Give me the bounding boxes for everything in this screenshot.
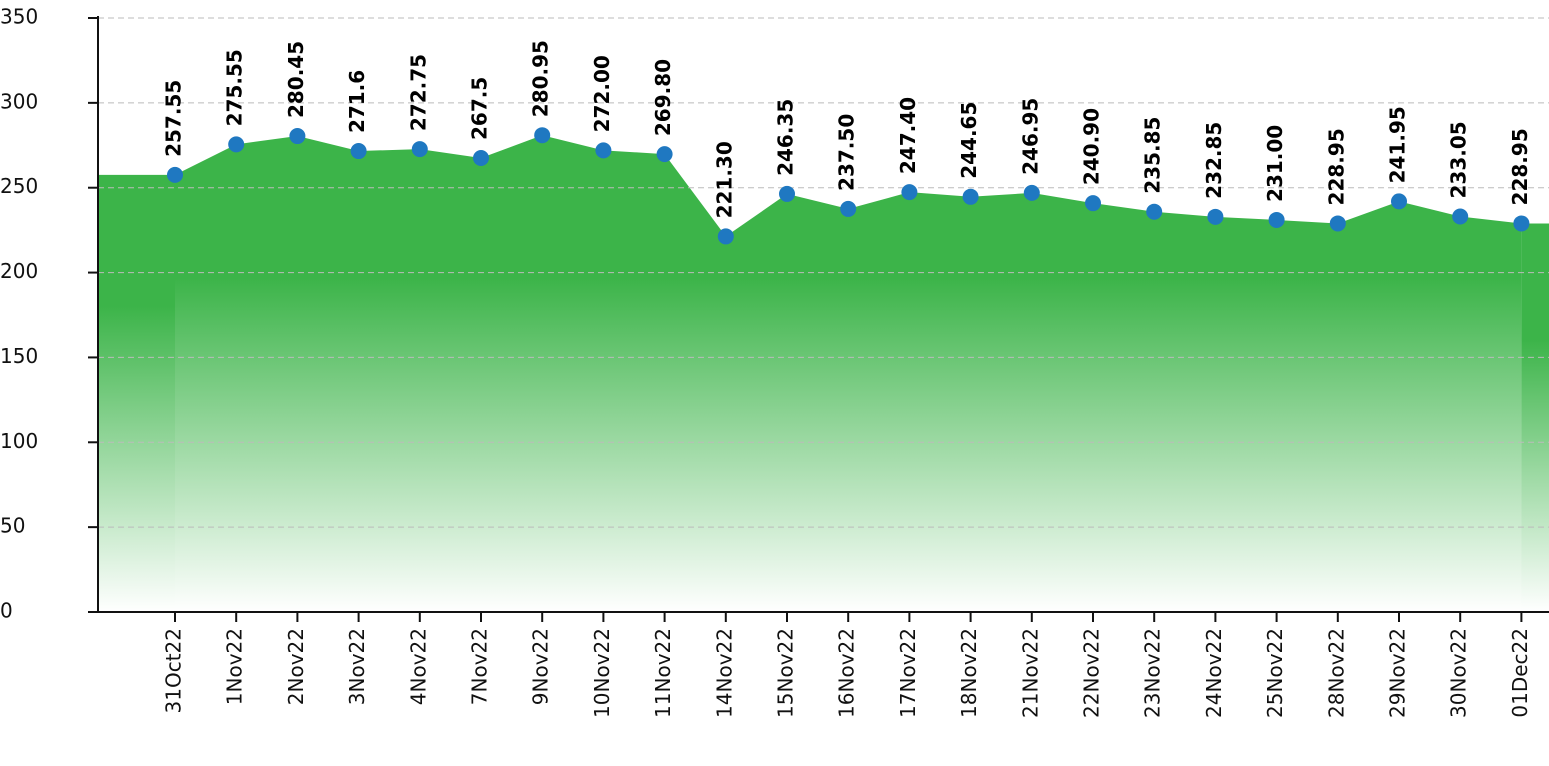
x-tick-label: 28Nov22 bbox=[1324, 628, 1348, 718]
y-tick-label: 200 bbox=[0, 259, 38, 283]
area-edge bbox=[1521, 223, 1549, 612]
x-tick-label: 31Oct22 bbox=[162, 628, 186, 713]
point bbox=[962, 188, 979, 205]
value-label: 244.65 bbox=[957, 102, 981, 179]
value-label: 267.5 bbox=[468, 77, 492, 140]
point bbox=[779, 185, 795, 202]
x-tick-label: 9Nov22 bbox=[529, 628, 553, 705]
x-tick-label: 10Nov22 bbox=[590, 628, 614, 718]
x-tick-label: 7Nov22 bbox=[468, 628, 492, 705]
x-tick-label: 17Nov22 bbox=[896, 628, 920, 718]
value-label: 232.85 bbox=[1202, 122, 1226, 199]
y-tick-label: 250 bbox=[0, 174, 38, 198]
point bbox=[1513, 215, 1530, 232]
value-label: 280.95 bbox=[529, 40, 553, 117]
area bbox=[175, 135, 1522, 612]
point bbox=[901, 184, 918, 201]
point bbox=[1023, 184, 1040, 201]
x-tick-label: 25Nov22 bbox=[1263, 628, 1287, 718]
value-label: 246.35 bbox=[774, 99, 798, 176]
point bbox=[534, 127, 551, 144]
x-tick-label: 4Nov22 bbox=[406, 628, 430, 705]
point bbox=[1146, 203, 1163, 220]
value-label: 272.75 bbox=[406, 54, 430, 131]
value-label: 240.90 bbox=[1080, 108, 1104, 185]
value-label: 221.30 bbox=[712, 141, 736, 218]
value-label: 228.95 bbox=[1324, 128, 1348, 205]
y-tick-label: 50 bbox=[0, 514, 25, 538]
x-tick-label: 14Nov22 bbox=[712, 628, 736, 718]
y-tick-label: 0 bbox=[0, 599, 13, 623]
y-tick-label: 350 bbox=[0, 5, 38, 29]
point bbox=[1452, 208, 1469, 225]
x-tick-label: 30Nov22 bbox=[1447, 628, 1471, 718]
point bbox=[1329, 215, 1346, 232]
y-tick-label: 300 bbox=[0, 89, 38, 113]
point bbox=[350, 143, 367, 160]
x-tick-label: 01Dec22 bbox=[1508, 628, 1532, 718]
x-tick-label: 16Nov22 bbox=[835, 628, 859, 718]
x-tick-label: 3Nov22 bbox=[345, 628, 369, 705]
y-tick-label: 100 bbox=[0, 429, 38, 453]
x-tick-label: 23Nov22 bbox=[1141, 628, 1165, 718]
value-label: 272.00 bbox=[590, 55, 614, 132]
x-tick-label: 18Nov22 bbox=[957, 628, 981, 718]
x-tick-label: 21Nov22 bbox=[1018, 628, 1042, 718]
value-label: 237.50 bbox=[835, 114, 859, 191]
x-tick-label: 24Nov22 bbox=[1202, 628, 1226, 718]
point bbox=[167, 166, 183, 183]
value-label: 231.00 bbox=[1263, 125, 1287, 202]
point bbox=[473, 150, 489, 167]
y-tick-label: 150 bbox=[0, 344, 38, 368]
point bbox=[1085, 195, 1101, 212]
point bbox=[411, 141, 428, 158]
point bbox=[228, 136, 245, 153]
point bbox=[840, 200, 857, 217]
point bbox=[1391, 193, 1407, 210]
value-label: 271.6 bbox=[345, 70, 369, 133]
value-label: 246.95 bbox=[1018, 98, 1042, 175]
value-label: 269.80 bbox=[651, 59, 675, 136]
point bbox=[289, 128, 306, 145]
value-label: 280.45 bbox=[284, 41, 308, 118]
x-tick-label: 22Nov22 bbox=[1080, 628, 1104, 718]
value-label: 233.05 bbox=[1447, 121, 1471, 198]
point bbox=[717, 228, 734, 245]
x-tick-label: 15Nov22 bbox=[774, 628, 798, 718]
value-label: 275.55 bbox=[223, 49, 247, 126]
x-tick-label: 2Nov22 bbox=[284, 628, 308, 705]
value-label: 257.55 bbox=[162, 80, 186, 157]
point bbox=[1268, 211, 1285, 228]
x-tick-label: 29Nov22 bbox=[1386, 628, 1410, 718]
point bbox=[1207, 208, 1224, 225]
point bbox=[595, 142, 612, 159]
point bbox=[656, 146, 673, 163]
value-label: 228.95 bbox=[1508, 128, 1532, 205]
x-tick-label: 11Nov22 bbox=[651, 628, 675, 718]
value-label: 241.95 bbox=[1386, 106, 1410, 183]
value-label: 247.40 bbox=[896, 97, 920, 174]
area-edge bbox=[98, 174, 175, 612]
value-label: 235.85 bbox=[1141, 117, 1165, 194]
x-tick-label: 1Nov22 bbox=[223, 628, 247, 705]
